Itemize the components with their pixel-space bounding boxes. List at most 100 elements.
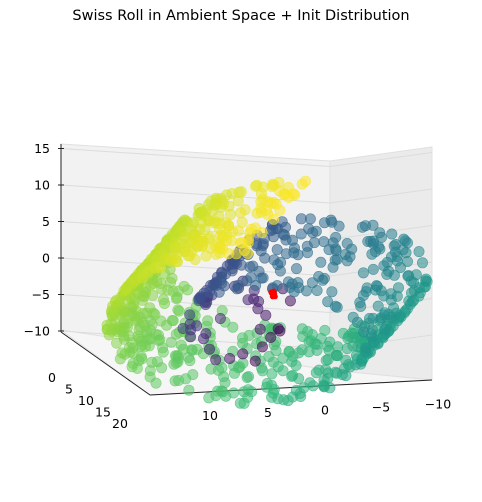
- grid-line: [329, 188, 433, 204]
- data-point: [156, 362, 168, 374]
- data-point: [213, 286, 225, 298]
- data-point: [366, 248, 378, 260]
- data-point: [184, 309, 196, 321]
- data-point: [351, 316, 363, 328]
- data-point: [232, 195, 244, 207]
- data-point: [111, 337, 123, 349]
- data-point: [227, 321, 239, 333]
- data-point: [225, 235, 237, 247]
- data-point: [250, 279, 262, 291]
- data-point: [372, 300, 384, 312]
- data-point: [402, 270, 414, 282]
- data-point: [327, 261, 339, 273]
- data-point: [307, 380, 319, 392]
- data-point: [340, 370, 352, 382]
- data-point: [311, 284, 323, 296]
- init-point: [270, 288, 277, 294]
- data-point: [150, 377, 162, 389]
- data-point: [271, 244, 283, 256]
- y-tick-label: 5: [65, 382, 73, 397]
- data-point: [252, 303, 264, 315]
- data-point: [284, 295, 296, 307]
- data-point: [257, 365, 269, 377]
- data-point: [304, 213, 316, 225]
- data-point: [301, 247, 313, 259]
- data-point: [155, 262, 167, 274]
- data-point: [242, 247, 254, 259]
- data-point: [307, 227, 319, 239]
- data-point: [114, 353, 126, 365]
- data-point: [137, 272, 149, 284]
- data-point: [292, 249, 304, 261]
- data-point: [290, 359, 302, 371]
- data-point: [356, 221, 368, 233]
- data-point: [200, 250, 212, 262]
- data-point: [249, 355, 261, 367]
- data-point: [157, 346, 169, 358]
- x-tick-label: 0: [321, 402, 329, 417]
- data-point: [355, 300, 367, 312]
- grid-line: [329, 152, 433, 167]
- x-tick-label: 10: [202, 408, 218, 423]
- data-point: [293, 373, 305, 385]
- data-point: [210, 248, 222, 260]
- data-point: [386, 228, 398, 240]
- data-point: [367, 263, 379, 275]
- y-tick-label: 0: [48, 370, 56, 385]
- y-tick-label: 20: [112, 416, 128, 431]
- data-point: [413, 246, 425, 258]
- data-point: [241, 371, 253, 383]
- data-point: [260, 309, 272, 321]
- data-point: [379, 324, 391, 336]
- data-point: [303, 346, 315, 358]
- y-tick-label: 10: [78, 393, 94, 408]
- y-tick-label: 15: [95, 405, 111, 420]
- data-point: [315, 256, 327, 268]
- data-point: [198, 333, 210, 345]
- data-point: [183, 384, 195, 396]
- data-point: [300, 285, 312, 297]
- data-point: [226, 265, 238, 277]
- data-point: [189, 254, 201, 266]
- init-distribution-points: [268, 288, 278, 300]
- data-point: [238, 397, 250, 409]
- data-point: [169, 375, 181, 387]
- data-point: [220, 390, 232, 402]
- chart-title: Swiss Roll in Ambient Space + Init Distr…: [72, 8, 410, 24]
- z-tick-label: −5: [32, 287, 50, 302]
- data-point: [416, 257, 428, 269]
- y-axis-line: [60, 331, 151, 396]
- data-point: [231, 283, 243, 295]
- data-point: [244, 261, 256, 273]
- data-point: [355, 358, 367, 370]
- data-point: [241, 275, 253, 287]
- data-point: [358, 326, 370, 338]
- x-axis-line: [149, 379, 433, 396]
- data-point: [403, 295, 415, 307]
- data-point: [196, 240, 208, 252]
- data-point: [266, 368, 278, 380]
- data-point: [341, 255, 353, 267]
- data-point: [185, 331, 197, 343]
- data-point: [318, 217, 330, 229]
- data-point: [235, 207, 247, 219]
- data-point: [107, 300, 119, 312]
- data-point: [357, 267, 369, 279]
- data-point: [168, 358, 180, 370]
- x-tick-label: 5: [264, 405, 272, 420]
- data-point: [242, 294, 254, 306]
- data-point: [310, 367, 322, 379]
- init-point: [272, 294, 278, 300]
- data-point: [323, 244, 335, 256]
- data-point: [256, 341, 268, 353]
- z-tick-label: 5: [42, 214, 50, 229]
- data-point: [165, 336, 177, 348]
- data-point: [360, 342, 372, 354]
- data-point: [251, 207, 263, 219]
- data-point: [205, 363, 217, 375]
- data-point: [274, 325, 286, 337]
- data-point: [184, 355, 196, 367]
- data-point: [274, 265, 286, 277]
- data-point: [326, 286, 338, 298]
